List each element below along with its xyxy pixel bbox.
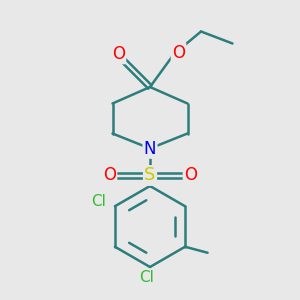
- Text: O: O: [103, 167, 116, 184]
- Text: O: O: [112, 45, 125, 63]
- Text: S: S: [144, 167, 156, 184]
- Text: Cl: Cl: [140, 270, 154, 285]
- Text: Cl: Cl: [91, 194, 106, 209]
- Text: O: O: [184, 167, 197, 184]
- Text: O: O: [172, 44, 185, 62]
- Text: N: N: [144, 140, 156, 158]
